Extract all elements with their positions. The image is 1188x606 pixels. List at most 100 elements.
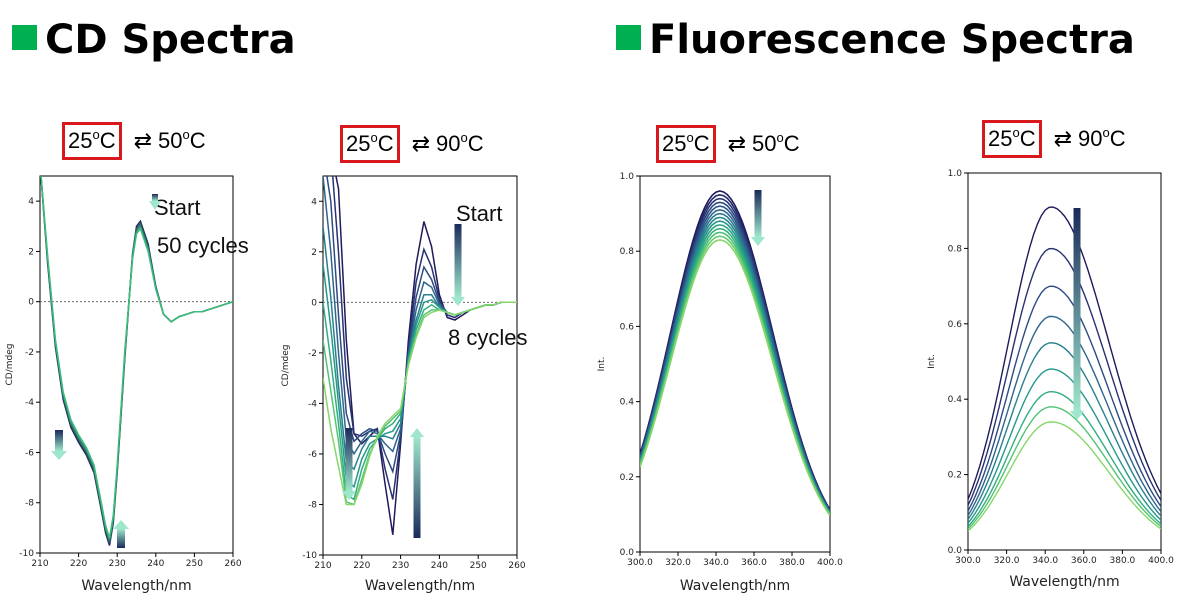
x-tick-label: 380.0 (779, 558, 805, 568)
y-tick-label: -6 (308, 450, 317, 460)
cd-chart-50c: 210 220 230 240 250 260 -10 -8 -6 -4 -2 0 2 4 Waveleng… (5, 175, 249, 594)
trend-arrow-down-shaft (55, 430, 63, 451)
series-line (968, 342, 1161, 520)
condition-label-1: 25oC ⇄ 50oC (62, 122, 206, 160)
series-line (640, 239, 830, 516)
annotation-label: 8 cycles (448, 325, 527, 350)
series-line (968, 315, 1161, 516)
x-tick-label: 340.0 (703, 558, 729, 568)
plot-frame (322, 175, 518, 556)
series-group (323, 176, 517, 535)
trend-arrow-down-shaft (345, 428, 353, 491)
trend-arrow-down-head (149, 201, 161, 210)
series-line (40, 176, 233, 539)
condition-label-4: 25oC ⇄ 90oC (982, 120, 1126, 158)
x-tick-label: 360.0 (741, 558, 767, 568)
y-tick-label: 4 (28, 197, 34, 207)
x-tick-label: 230 (109, 559, 126, 569)
x-tick-label: 230 (392, 561, 409, 571)
series-group (968, 206, 1161, 532)
equilibrium-arrow-icon: ⇄ (1053, 126, 1073, 151)
series-line (323, 301, 517, 506)
y-tick-label: 0.8 (948, 244, 963, 254)
annotation-label: 50 cycles (157, 233, 249, 258)
annotation-label: Start (456, 201, 502, 226)
x-tick-label: 210 (31, 559, 48, 569)
cd-chart-90c: 210 220 230 240 250 260 -10 -8 -6 -4 -2 0 2 4 Waveleng… (281, 175, 527, 594)
x-tick-label: 300.0 (955, 556, 981, 566)
y-tick-label: 0.0 (948, 546, 963, 556)
x-tick-label: 260 (224, 559, 241, 569)
x-tick-label: 360.0 (1071, 556, 1097, 566)
fluorescence-title-text: Fluorescence Spectra (649, 17, 1135, 63)
x-axis-label: Wavelength/nm (680, 578, 790, 594)
y-tick-label: 0.6 (948, 320, 963, 330)
trend-arrow-down-head (51, 451, 67, 460)
x-tick-label: 220 (70, 559, 87, 569)
y-axis-label: CD/mdeg (281, 345, 291, 387)
trend-arrow-down-shaft (1073, 208, 1081, 411)
series-line (968, 421, 1161, 532)
x-axis-label: Wavelength/nm (1009, 574, 1119, 590)
series-line (968, 285, 1161, 512)
y-tick-label: -2 (308, 349, 317, 359)
trend-arrow-down-shaft (152, 194, 158, 201)
series-line (40, 176, 233, 541)
series-line (968, 390, 1161, 528)
trend-arrow-up-shaft (413, 437, 421, 538)
trend-arrow-down-shaft (754, 190, 762, 237)
y-tick-label: -10 (19, 549, 34, 559)
series-line (640, 231, 830, 516)
series-line (640, 235, 830, 516)
y-tick-label: 4 (311, 197, 317, 207)
trend-arrow-up-head (113, 520, 129, 529)
cd-section-title: CD Spectra (12, 10, 296, 70)
cd-title-text: CD Spectra (45, 17, 296, 63)
y-axis-label: CD/mdeg (5, 344, 15, 386)
equilibrium-arrow-icon: ⇄ (133, 128, 153, 153)
series-line (40, 176, 233, 544)
y-tick-label: -10 (302, 551, 317, 561)
trend-arrow-down-head (342, 491, 356, 500)
x-tick-label: 340.0 (1032, 556, 1058, 566)
trend-arrow-down-head (751, 237, 765, 246)
y-tick-label: 0.4 (620, 398, 635, 408)
fluorescence-chart-50c: 300.0 320.0 340.0 360.0 380.0 400.0 0.0 0.2 0.4 0… (597, 172, 843, 594)
trend-arrow-down-shaft (454, 224, 462, 297)
x-tick-label: 400.0 (817, 558, 843, 568)
x-axis-label: Wavelength/nm (365, 578, 475, 594)
x-tick-label: 260 (508, 561, 525, 571)
green-square-icon (616, 25, 641, 50)
highlight-box: 25oC (62, 122, 122, 160)
equilibrium-arrow-icon: ⇄ (727, 131, 747, 156)
y-tick-label: -4 (308, 399, 317, 409)
highlight-box: 25oC (656, 125, 716, 163)
x-tick-label: 300.0 (627, 558, 653, 568)
highlight-box: 25oC (340, 125, 400, 163)
series-group (40, 176, 233, 546)
plot-frame (39, 175, 234, 554)
y-tick-label: -6 (25, 448, 34, 458)
y-tick-label: 1.0 (620, 172, 635, 182)
condition-label-2: 25oC ⇄ 90oC (340, 125, 484, 163)
x-tick-label: 240 (147, 559, 164, 569)
fluorescence-section-title: Fluorescence Spectra (616, 10, 1135, 70)
plot-frame (639, 175, 831, 553)
y-tick-label: 0 (28, 298, 34, 308)
y-tick-label: -8 (25, 499, 34, 509)
y-tick-label: 2 (311, 248, 317, 258)
x-tick-label: 250 (186, 559, 203, 569)
equilibrium-arrow-icon: ⇄ (411, 131, 431, 156)
green-square-icon (12, 25, 37, 50)
x-tick-label: 320.0 (665, 558, 691, 568)
y-tick-label: 2 (28, 247, 34, 257)
y-tick-label: 0.8 (620, 247, 635, 257)
y-tick-label: 0.2 (948, 471, 962, 481)
x-tick-label: 380.0 (1110, 556, 1136, 566)
y-axis-label: Int. (597, 357, 607, 372)
x-tick-label: 320.0 (994, 556, 1020, 566)
trend-arrow-up-head (410, 428, 424, 437)
series-line (968, 368, 1161, 524)
y-tick-label: 0.0 (620, 548, 635, 558)
trend-arrow-up-shaft (117, 529, 125, 548)
